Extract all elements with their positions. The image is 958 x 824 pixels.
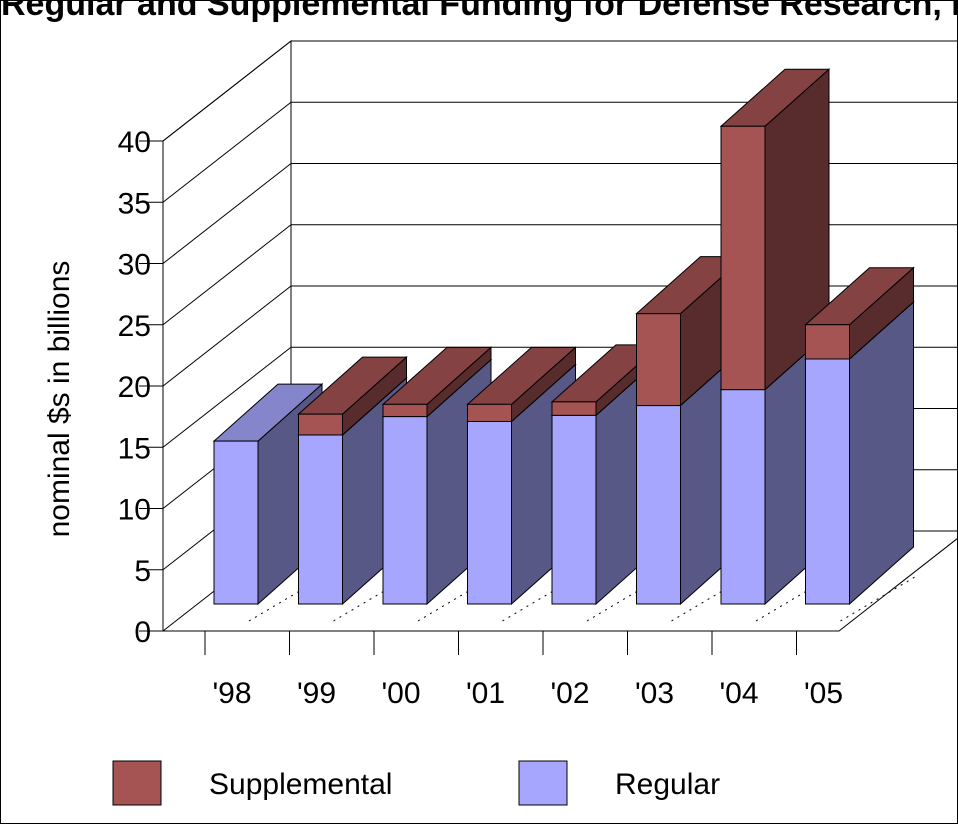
y-axis-label: nominal $s in billions [43,261,76,538]
bar-supplemental [381,346,493,418]
floor-edge [163,538,957,632]
chart-legend: Supplemental Regular [112,760,720,806]
x-tick-label: '98 [212,677,251,710]
x-tick-label: '01 [466,677,505,710]
y-tick-label: 40 [118,126,151,159]
bar-supplemental [635,255,746,407]
y-tick-label: 10 [118,494,151,527]
x-tick-label: '99 [297,677,336,710]
floor-gridline [755,575,833,622]
x-tick-label: '02 [550,677,589,710]
floor-gridline [502,575,579,622]
y-tick-label: 25 [118,310,151,343]
bar-supplemental [297,356,408,437]
x-tick-label: '03 [635,677,674,710]
floor-gridline [840,575,917,622]
legend-swatch [112,760,162,806]
y-tick-label: 0 [134,616,151,649]
chart-ticks: 0 5 10 15 20 25 30 35 40 '98 '99 '00 '01 '02 '03 '04 '05 [118,126,843,710]
floor-gridline [671,575,748,622]
wall-gridline [162,285,292,387]
floor-gridline [248,575,326,622]
x-tick-label: '04 [719,677,758,710]
x-tick-label: '05 [804,677,843,710]
legend-swatch [518,760,568,806]
floor-gridline [417,575,495,622]
wall-gridline [162,346,292,448]
y-tick-label: 20 [118,371,151,404]
chart-title: Regular and Supplemental Funding for Def… [1,0,957,23]
wall-gridline [162,101,292,203]
bar-supplemental [719,68,831,391]
floor-gridline [586,575,664,622]
x-tick-label: '00 [381,677,420,710]
y-tick-label: 5 [134,555,151,588]
wall-gridline [162,40,292,142]
chart-floor [163,538,957,632]
y-tick-label: 35 [118,187,151,220]
wall-gridline [162,224,292,326]
floor-gridline [333,575,410,622]
bar-supplemental [466,346,577,423]
wall-gridline [162,163,292,264]
legend-label: Supplemental [209,768,392,801]
legend-label: Regular [615,768,720,801]
bar-supplemental [804,266,915,361]
y-tick-label: 30 [118,249,151,282]
chart-bars [212,68,915,606]
y-tick-label: 15 [118,432,151,465]
